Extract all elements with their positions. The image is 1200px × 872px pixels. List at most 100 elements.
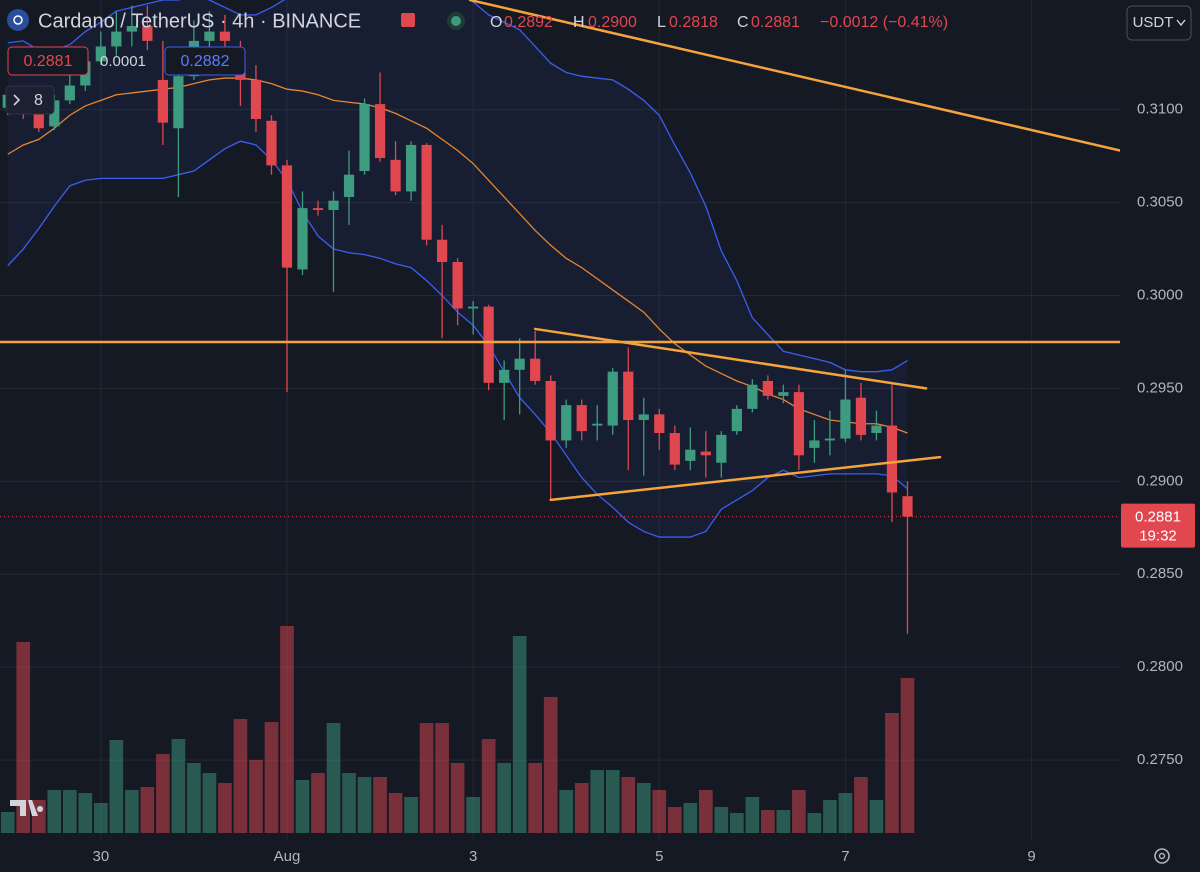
y-tick-label: 0.2850 xyxy=(1137,565,1183,582)
ohlc-legend: O0.2892 H 0.2900 L 0.2818 C 0.2881 −0.0012 … xyxy=(490,14,948,31)
volume-bar xyxy=(326,723,341,833)
indicator-box[interactable] xyxy=(164,46,246,76)
y-tick-label: 0.3000 xyxy=(1137,286,1183,303)
bollinger-basis xyxy=(7,77,908,434)
currency-button[interactable] xyxy=(1126,5,1192,41)
volume-bar xyxy=(885,713,899,833)
candle-body xyxy=(731,408,742,432)
volume-bar xyxy=(404,797,418,833)
volume-bar xyxy=(574,783,589,833)
ohlc-key: L xyxy=(657,14,666,31)
volume-bar xyxy=(78,793,93,833)
y-tick-label: 0.3100 xyxy=(1137,101,1183,118)
volume-pane xyxy=(0,626,915,833)
candle-body xyxy=(623,371,634,420)
volume-bar xyxy=(466,797,480,833)
last-price-tag xyxy=(1121,503,1195,548)
volume-bar xyxy=(792,790,806,833)
candle-body xyxy=(576,405,587,432)
symbol-logo-mark xyxy=(13,15,23,25)
volume-bar xyxy=(187,763,201,833)
volume-bar xyxy=(683,803,698,833)
symbol-title[interactable]: Cardano / TetherUS · 4h · BINANCE xyxy=(38,10,361,32)
volume-bar xyxy=(528,763,543,833)
volume-bar xyxy=(202,773,217,833)
volume-bar xyxy=(357,777,372,833)
x-tick-label: 3 xyxy=(469,848,477,865)
candle-body xyxy=(111,31,122,47)
candle-body xyxy=(669,433,680,465)
candle-body xyxy=(281,165,293,268)
candle-body xyxy=(840,399,851,439)
volume-bar xyxy=(761,810,775,833)
candle-body xyxy=(747,384,758,409)
volume-bar xyxy=(590,770,605,833)
volume-bar xyxy=(823,800,837,833)
volume-bar xyxy=(171,739,186,833)
candle-body xyxy=(654,414,665,434)
candle-body xyxy=(778,392,789,396)
y-tick-label: 0.2950 xyxy=(1137,379,1183,396)
candle-body xyxy=(809,440,820,448)
volume-bar xyxy=(497,763,511,833)
volume-bar xyxy=(264,722,279,833)
currency-label: USDT xyxy=(1133,14,1174,31)
volume-bar xyxy=(512,636,527,833)
candle-body xyxy=(824,438,836,441)
flag-icon[interactable] xyxy=(401,13,415,27)
volume-bar xyxy=(667,807,682,833)
change: −0.0012 (−0.41%) xyxy=(820,14,948,31)
x-tick-label: 7 xyxy=(841,848,849,865)
ohlc-key: O xyxy=(490,14,502,31)
volume-bar xyxy=(31,800,46,833)
volume-bar xyxy=(0,812,15,833)
volume-bar xyxy=(652,790,667,833)
ohlc-value: 0.2892 xyxy=(504,14,553,31)
volume-bar xyxy=(730,813,744,833)
volume-bar xyxy=(249,760,263,833)
candle-body xyxy=(545,380,556,441)
ohlc-value: 0.2818 xyxy=(669,14,718,31)
candle-body xyxy=(33,113,44,129)
candle-body xyxy=(405,144,417,192)
y-tick-label: 0.2900 xyxy=(1137,472,1183,489)
ohlc-key: C xyxy=(737,14,749,31)
candle-body xyxy=(64,85,75,101)
volume-bar xyxy=(435,723,449,833)
candle-body xyxy=(638,414,649,420)
volume-bar xyxy=(838,793,853,833)
volume-bar xyxy=(419,723,434,833)
volume-bar xyxy=(605,770,620,833)
indicator-box[interactable] xyxy=(7,46,89,76)
volume-bar xyxy=(311,773,325,833)
volume-bar xyxy=(295,780,310,833)
volume-bar xyxy=(342,773,356,833)
status-dot xyxy=(451,16,461,26)
indicator-toggle[interactable] xyxy=(5,85,55,115)
y-tick-label: 0.2750 xyxy=(1137,751,1183,768)
volume-bar xyxy=(900,678,915,833)
tradingview-logo[interactable] xyxy=(10,800,44,816)
candle-body xyxy=(126,26,137,32)
candle-body xyxy=(421,144,432,240)
settings-icon[interactable] xyxy=(1154,848,1170,864)
volume-bar xyxy=(776,810,791,833)
candle-body xyxy=(607,371,618,426)
candle-body xyxy=(390,159,401,192)
volume-bar xyxy=(807,813,822,833)
candle-body xyxy=(266,120,277,166)
ohlc-value: 0.2900 xyxy=(588,14,637,31)
volume-bar xyxy=(109,740,124,833)
volume-bar xyxy=(125,790,139,833)
x-tick-label: 9 xyxy=(1027,848,1035,865)
plot-area xyxy=(0,0,1120,634)
ohlc-key: H xyxy=(573,14,585,31)
volume-bar xyxy=(450,763,465,833)
candle-body xyxy=(685,449,696,461)
trend-line xyxy=(549,455,942,502)
candle-body xyxy=(374,104,386,158)
candle-body xyxy=(436,239,448,263)
indicator-value: 0.2882 xyxy=(181,53,230,70)
volume-bar xyxy=(388,793,403,833)
candle-body xyxy=(855,397,867,435)
